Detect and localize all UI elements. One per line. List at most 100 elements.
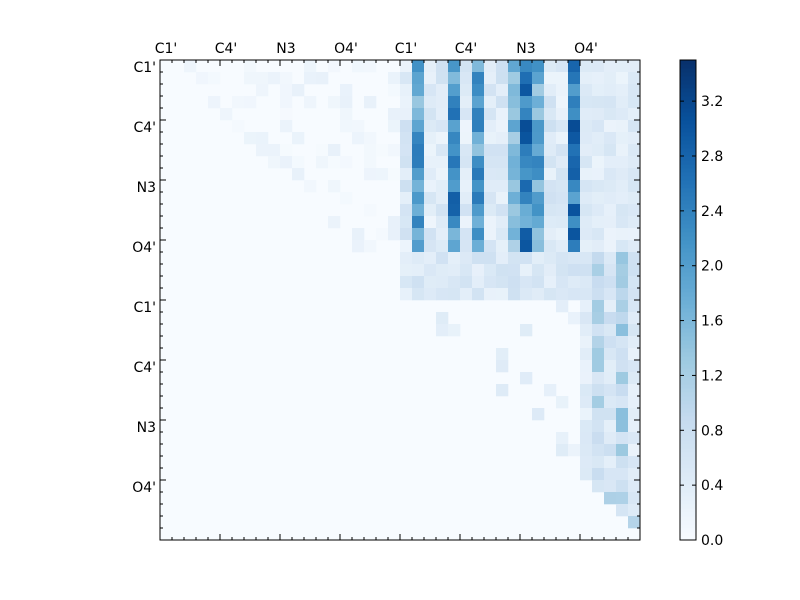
heatmap-cell bbox=[436, 156, 449, 169]
heatmap-cell bbox=[436, 228, 449, 241]
heatmap-cell bbox=[556, 120, 569, 133]
heatmap-cell bbox=[592, 192, 605, 205]
heatmap-cell bbox=[580, 444, 593, 457]
heatmap-cell bbox=[448, 180, 461, 193]
colorbar-segment bbox=[680, 408, 696, 413]
heatmap-cell bbox=[616, 432, 629, 445]
heatmap-cell bbox=[580, 252, 593, 265]
heatmap-cell bbox=[472, 180, 485, 193]
heatmap-cell bbox=[496, 168, 509, 181]
heatmap-cell bbox=[592, 264, 605, 277]
heatmap-cell bbox=[580, 300, 593, 313]
heatmap-cell bbox=[460, 276, 473, 289]
heatmap-cell bbox=[556, 396, 569, 409]
heatmap-cell bbox=[628, 348, 641, 361]
heatmap-cell bbox=[532, 264, 545, 277]
colorbar-segment bbox=[680, 276, 696, 281]
heatmap-cell bbox=[592, 336, 605, 349]
heatmap-cell bbox=[592, 288, 605, 301]
heatmap-cell bbox=[436, 288, 449, 301]
heatmap-cell bbox=[520, 156, 533, 169]
heatmap-cell bbox=[316, 156, 329, 169]
heatmap-cell bbox=[412, 264, 425, 277]
colorbar-segment bbox=[680, 188, 696, 193]
colorbar-segment bbox=[680, 472, 696, 477]
heatmap-cell bbox=[580, 204, 593, 217]
heatmap-cell bbox=[424, 180, 437, 193]
colorbar-tick-label: 0.8 bbox=[701, 423, 723, 439]
heatmap-cell bbox=[604, 108, 617, 121]
colorbar-segment bbox=[680, 432, 696, 437]
heatmap-cell bbox=[532, 180, 545, 193]
heatmap-cell bbox=[484, 216, 497, 229]
heatmap-cell bbox=[604, 300, 617, 313]
heatmap-cell bbox=[616, 384, 629, 397]
heatmap-cell bbox=[400, 120, 413, 133]
heatmap-cell bbox=[592, 180, 605, 193]
heatmap-cell bbox=[568, 216, 581, 229]
heatmap-cell bbox=[508, 204, 521, 217]
colorbar-segment bbox=[680, 108, 696, 113]
heatmap-cell bbox=[412, 228, 425, 241]
heatmap-cell bbox=[424, 264, 437, 277]
heatmap-cell bbox=[568, 228, 581, 241]
heatmap-cell bbox=[544, 204, 557, 217]
heatmap-cell bbox=[544, 228, 557, 241]
heatmap-cell bbox=[604, 480, 617, 493]
heatmap-cell bbox=[628, 396, 641, 409]
heatmap-cell bbox=[628, 84, 641, 97]
heatmap-cell bbox=[568, 444, 581, 457]
heatmap-cell bbox=[484, 156, 497, 169]
heatmap-cell bbox=[580, 264, 593, 277]
heatmap-cell bbox=[544, 84, 557, 97]
heatmap-cell bbox=[472, 60, 485, 73]
colorbar-segment bbox=[680, 236, 696, 241]
colorbar-segment bbox=[680, 508, 696, 513]
colorbar-segment bbox=[680, 268, 696, 273]
colorbar-segment bbox=[680, 140, 696, 145]
colorbar-segment bbox=[680, 512, 696, 517]
colorbar-segment bbox=[680, 444, 696, 449]
heatmap-cell bbox=[544, 276, 557, 289]
heatmap-cell bbox=[328, 180, 341, 193]
heatmap-cell bbox=[616, 444, 629, 457]
colorbar-segment bbox=[680, 492, 696, 497]
heatmap-cell bbox=[532, 276, 545, 289]
heatmap-cell bbox=[484, 192, 497, 205]
colorbar-segment bbox=[680, 204, 696, 209]
heatmap-cell bbox=[616, 276, 629, 289]
colorbar-segment bbox=[680, 240, 696, 245]
heatmap-cell bbox=[364, 156, 377, 169]
heatmap-cell bbox=[496, 60, 509, 73]
heatmap-cell bbox=[280, 144, 293, 157]
heatmap-cell bbox=[604, 120, 617, 133]
heatmap-cell bbox=[592, 300, 605, 313]
heatmap-cell bbox=[508, 84, 521, 97]
heatmap-cell bbox=[376, 144, 389, 157]
heatmap-cell bbox=[436, 120, 449, 133]
heatmap-cell bbox=[580, 216, 593, 229]
heatmap-cell bbox=[472, 120, 485, 133]
heatmap-cell bbox=[616, 492, 629, 505]
heatmap-cell bbox=[232, 96, 245, 109]
heatmap-cell bbox=[496, 72, 509, 85]
heatmap-cell bbox=[592, 228, 605, 241]
colorbar-tick-label: 1.2 bbox=[701, 368, 723, 384]
colorbar-segment bbox=[680, 388, 696, 393]
heatmap-cell bbox=[508, 264, 521, 277]
heatmap-cell bbox=[424, 252, 437, 265]
heatmap-cell bbox=[280, 96, 293, 109]
colorbar-segment bbox=[680, 164, 696, 169]
heatmap-cell bbox=[628, 312, 641, 325]
heatmap-cell bbox=[604, 72, 617, 85]
heatmap-cell bbox=[580, 324, 593, 337]
heatmap-cell bbox=[448, 132, 461, 145]
heatmap-cell bbox=[508, 288, 521, 301]
heatmap-cell bbox=[448, 288, 461, 301]
heatmap-cell bbox=[508, 168, 521, 181]
heatmap-cell bbox=[604, 144, 617, 157]
heatmap-cell bbox=[460, 72, 473, 85]
heatmap-cell bbox=[412, 84, 425, 97]
heatmap-cell bbox=[496, 204, 509, 217]
